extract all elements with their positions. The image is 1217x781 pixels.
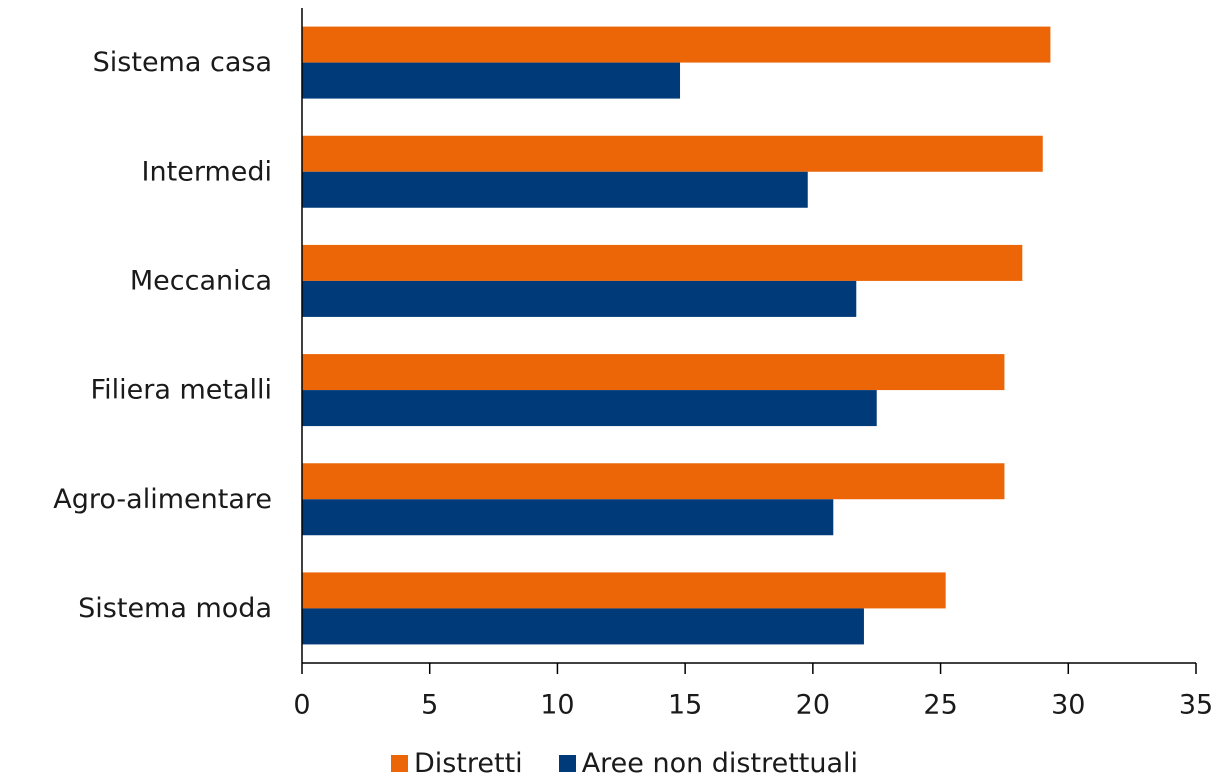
- category-label-meccanica: Meccanica: [130, 265, 272, 296]
- legend-swatch-distretti: [390, 755, 408, 772]
- category-label-intermedi: Intermedi: [142, 156, 272, 187]
- category-label-agro-alimentare: Agro-alimentare: [53, 484, 272, 515]
- x-tick-label-10: 10: [540, 690, 574, 721]
- category-label-sistema-moda: Sistema moda: [78, 593, 272, 624]
- x-tick-label-20: 20: [796, 690, 830, 721]
- labels-layer: Sistema casa Intermedi Meccanica Filiera me…: [53, 47, 1213, 720]
- bar-aree-non-distrettuali-intermedi: [302, 171, 808, 208]
- legend-label-distretti: Distretti: [413, 748, 523, 779]
- bar-aree-non-distrettuali-sistema-casa: [302, 62, 681, 99]
- bar-distretti-sistema-casa: [302, 26, 1051, 63]
- bar-distretti-agro-alimentare: [302, 463, 1005, 500]
- bar-aree-non-distrettuali-meccanica: [302, 280, 857, 317]
- bar-distretti-intermedi: [302, 135, 1043, 172]
- legend-item-distretti: Distretti: [390, 748, 523, 779]
- legend-swatch-aree-non-distrettuali: [558, 755, 576, 772]
- category-label-filiera-metalli: Filiera metalli: [91, 375, 272, 406]
- bar-aree-non-distrettuali-sistema-moda: [302, 608, 864, 645]
- bar-distretti-sistema-moda: [302, 572, 946, 609]
- x-tick-label-5: 5: [421, 690, 438, 721]
- bar-distretti-meccanica: [302, 244, 1023, 281]
- bar-chart: Sistema casa Intermedi Meccanica Filiera me…: [53, 8, 1213, 721]
- bar-distretti-filiera-metalli: [302, 354, 1005, 391]
- legend: Distretti Aree non distrettuali: [0, 746, 1217, 781]
- x-tick-label-15: 15: [668, 690, 702, 721]
- bars-layer: [302, 26, 1051, 645]
- legend-item-aree-non-distrettuali: Aree non distrettuali: [558, 748, 859, 779]
- bar-aree-non-distrettuali-agro-alimentare: [302, 499, 834, 536]
- legend-label-aree-non-distrettuali: Aree non distrettuali: [581, 748, 859, 779]
- x-tick-label-35: 35: [1179, 690, 1213, 721]
- bar-aree-non-distrettuali-filiera-metalli: [302, 390, 877, 427]
- x-tick-label-25: 25: [923, 690, 957, 721]
- category-label-sistema-casa: Sistema casa: [93, 47, 272, 78]
- x-tick-label-30: 30: [1051, 690, 1085, 721]
- x-tick-label-0: 0: [293, 690, 310, 721]
- axes-layer: [301, 8, 1197, 674]
